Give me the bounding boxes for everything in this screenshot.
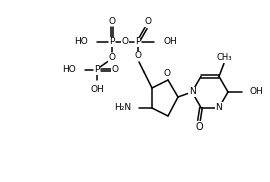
Text: HO: HO	[62, 66, 76, 74]
Text: P: P	[135, 37, 141, 46]
Text: OH: OH	[164, 37, 178, 46]
Text: O: O	[134, 52, 141, 60]
Text: O: O	[122, 37, 129, 46]
Text: P: P	[109, 37, 115, 46]
Text: H₂N: H₂N	[114, 104, 131, 112]
Text: O: O	[195, 122, 203, 132]
Text: OH: OH	[250, 88, 264, 96]
Text: O: O	[109, 17, 116, 25]
Text: OH: OH	[90, 84, 104, 94]
Text: N: N	[189, 88, 195, 96]
Text: O: O	[109, 54, 116, 62]
Text: P: P	[94, 66, 100, 74]
Text: O: O	[112, 66, 119, 74]
Text: N: N	[216, 103, 222, 112]
Text: CH₃: CH₃	[216, 53, 232, 62]
Text: O: O	[164, 70, 170, 78]
Text: HO: HO	[74, 37, 88, 46]
Text: O: O	[144, 17, 151, 27]
